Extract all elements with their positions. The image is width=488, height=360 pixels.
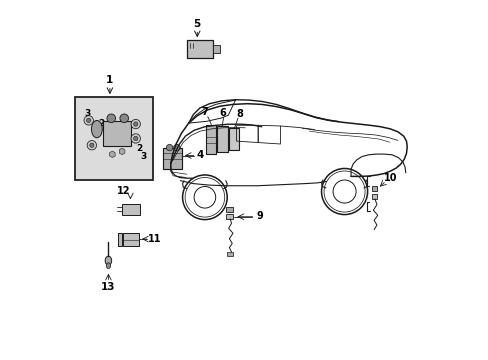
Text: 2: 2 [98, 119, 104, 128]
Bar [371, 194, 376, 199]
Bar [229, 128, 239, 150]
Text: 13: 13 [101, 282, 116, 292]
Text: 10: 10 [383, 173, 397, 183]
Circle shape [107, 114, 115, 123]
Text: 7: 7 [201, 107, 208, 117]
Circle shape [86, 118, 91, 122]
Bar [186, 40, 212, 58]
Text: 8: 8 [236, 109, 243, 119]
Circle shape [89, 143, 94, 147]
Bar [217, 126, 227, 152]
Bar [212, 45, 220, 53]
Bar [103, 121, 131, 146]
Text: 1: 1 [106, 75, 113, 85]
Text: 2: 2 [136, 144, 142, 153]
Bar [371, 186, 376, 191]
Text: 4: 4 [197, 150, 204, 160]
Text: 12: 12 [117, 186, 130, 196]
Bar [75, 97, 153, 180]
Text: 6: 6 [219, 108, 226, 118]
Ellipse shape [91, 121, 102, 138]
Bar [226, 214, 232, 219]
Circle shape [166, 144, 172, 151]
Bar [226, 252, 232, 256]
Circle shape [131, 134, 140, 143]
Text: 3: 3 [140, 152, 146, 161]
Circle shape [133, 136, 138, 141]
Text: 5: 5 [193, 19, 201, 29]
Bar [226, 207, 232, 212]
Bar [122, 204, 140, 215]
Circle shape [84, 116, 93, 125]
Ellipse shape [105, 256, 111, 265]
Bar [122, 233, 139, 246]
Text: 3: 3 [84, 109, 90, 118]
Circle shape [120, 114, 128, 123]
Text: 11: 11 [147, 234, 161, 244]
Bar [118, 233, 122, 246]
Text: 9: 9 [256, 211, 263, 221]
Ellipse shape [106, 263, 110, 269]
Circle shape [173, 144, 180, 151]
Circle shape [87, 140, 96, 150]
Circle shape [131, 120, 140, 129]
Bar [205, 125, 216, 154]
Bar [163, 148, 182, 169]
Circle shape [133, 122, 138, 126]
